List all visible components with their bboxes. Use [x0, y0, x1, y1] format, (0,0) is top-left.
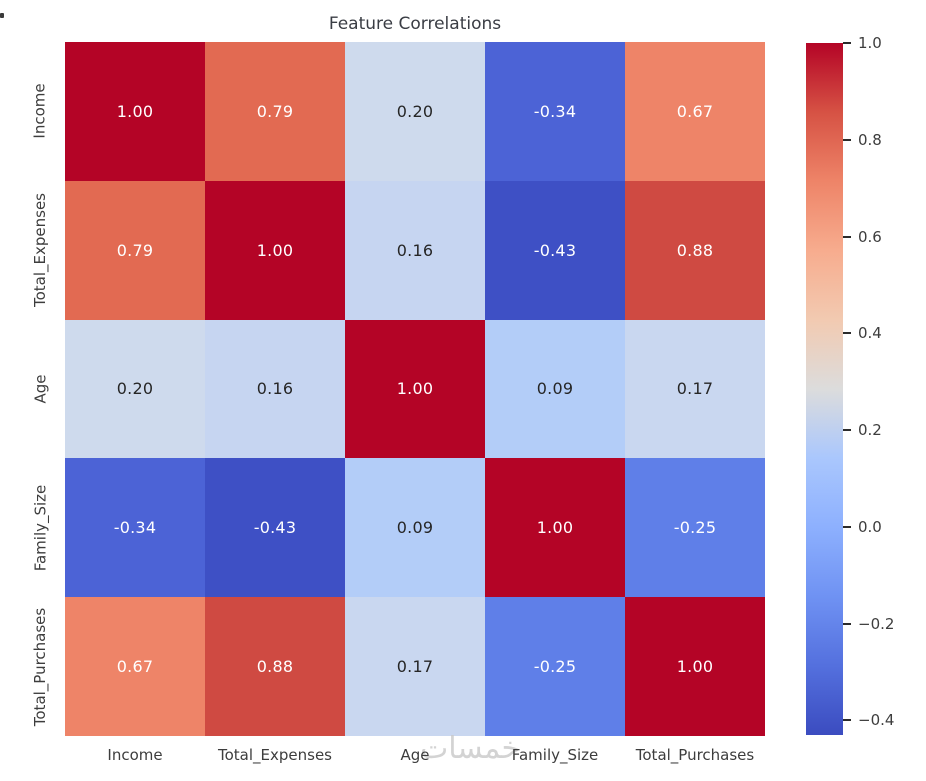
colorbar-tick-mark [843, 42, 851, 44]
heatmap-cell: 0.67 [65, 597, 205, 736]
heatmap-cell: 0.88 [625, 180, 765, 320]
colorbar [806, 43, 843, 735]
y-tick-label-text: Family_Size [31, 484, 49, 572]
cell-value: 0.20 [116, 379, 154, 399]
cell-value: 0.67 [676, 101, 714, 121]
colorbar-tick-label: 0.6 [858, 227, 882, 246]
heatmap-cell: -0.43 [205, 458, 345, 598]
cell-value: 0.20 [396, 101, 434, 121]
heatmap-cell: 0.17 [345, 597, 485, 736]
y-tick-label-text: Total_Expenses [31, 193, 50, 308]
cell-value: -0.25 [533, 657, 577, 677]
cell-value: -0.34 [113, 518, 157, 538]
x-tick-label: Total_Purchases [635, 746, 755, 764]
heatmap-cell: 0.20 [65, 319, 205, 459]
heatmap-cell: -0.43 [485, 180, 625, 320]
colorbar-tick-label: 0.8 [858, 130, 882, 149]
x-tick-label: Family_Size [511, 746, 599, 764]
cell-value: 0.09 [536, 379, 574, 399]
cell-value: 1.00 [396, 379, 434, 399]
cell-value: 0.17 [396, 657, 434, 677]
colorbar-tick-label: 0.2 [858, 421, 882, 440]
colorbar-tick-mark [843, 332, 851, 335]
heatmap-cell: 1.00 [625, 597, 765, 736]
colorbar-tick-mark [843, 719, 851, 722]
colorbar-tick-mark [843, 622, 851, 625]
cell-value: 0.16 [396, 240, 434, 260]
y-tick-label: Total_Expenses [26, 181, 54, 320]
colorbar-tick-label: 0.0 [858, 517, 882, 536]
chart-title: Feature Correlations [328, 14, 502, 34]
colorbar-tick-mark [843, 138, 851, 141]
x-tick-label: Total_Expenses [217, 746, 332, 764]
cell-value: 1.00 [116, 101, 154, 121]
heatmap-cell: 1.00 [345, 319, 485, 459]
x-tick-label: Age [400, 746, 430, 764]
cell-value: 0.67 [116, 657, 154, 677]
y-tick-label: Family_Size [26, 458, 54, 597]
cell-value: 0.88 [676, 240, 714, 260]
cell-value: -0.25 [673, 518, 717, 538]
heatmap-cell: 1.00 [485, 458, 625, 598]
cell-value: 0.17 [676, 379, 714, 399]
heatmap-cell: 0.16 [345, 180, 485, 320]
heatmap-cell: -0.25 [625, 458, 765, 598]
y-tick-label: Income [26, 42, 54, 181]
colorbar-tick-label: 0.4 [858, 324, 882, 343]
cell-value: 0.16 [256, 379, 294, 399]
colorbar-tick-label: 1.0 [858, 34, 882, 52]
heatmap-cell: 1.00 [65, 42, 205, 181]
cell-value: -0.34 [533, 101, 577, 121]
cell-value: 0.88 [256, 657, 294, 677]
cell-value: 0.79 [116, 240, 154, 260]
heatmap-cell: -0.34 [65, 458, 205, 598]
stray-mark [0, 13, 4, 18]
heatmap-cell: 0.88 [205, 597, 345, 736]
cell-value: -0.43 [253, 518, 297, 538]
colorbar-tick-mark [843, 525, 851, 528]
heatmap-cell: -0.25 [485, 597, 625, 736]
y-tick-label: Age [26, 320, 54, 459]
x-tick-label: Income [107, 746, 163, 764]
heatmap-cell: 0.09 [485, 319, 625, 459]
heatmap-cell: 1.00 [205, 180, 345, 320]
heatmap-cell: 0.79 [65, 180, 205, 320]
cell-value: -0.43 [533, 240, 577, 260]
y-tick-label: Total_Purchases [26, 597, 54, 736]
heatmap-cell: 0.09 [345, 458, 485, 598]
cell-value: 0.09 [396, 518, 434, 538]
cell-value: 1.00 [536, 518, 574, 538]
heatmap-cell: 0.79 [205, 42, 345, 181]
heatmap-cell: 0.17 [625, 319, 765, 459]
cell-value: 0.79 [256, 101, 294, 121]
colorbar-tick-mark [843, 429, 851, 432]
heatmap-grid: 1.00 0.79 0.20 -0.34 0.67 0.79 1.00 0.16 -0.43 0.… [65, 42, 765, 736]
heatmap-cell: 0.67 [625, 42, 765, 181]
cell-value: 1.00 [676, 657, 714, 677]
colorbar-tick-label: −0.4 [858, 711, 895, 730]
heatmap-cell: 0.20 [345, 42, 485, 181]
colorbar-tick-mark [843, 235, 851, 238]
heatmap-cell: -0.34 [485, 42, 625, 181]
y-tick-label-text: Income [31, 83, 50, 139]
watermark: خمسات [420, 731, 521, 766]
y-tick-label-text: Total_Purchases [31, 607, 49, 726]
cell-value: 1.00 [256, 240, 294, 260]
heatmap-cell: 0.16 [205, 319, 345, 459]
colorbar-tick-label: −0.2 [858, 614, 895, 633]
y-tick-label-text: Age [31, 374, 50, 404]
